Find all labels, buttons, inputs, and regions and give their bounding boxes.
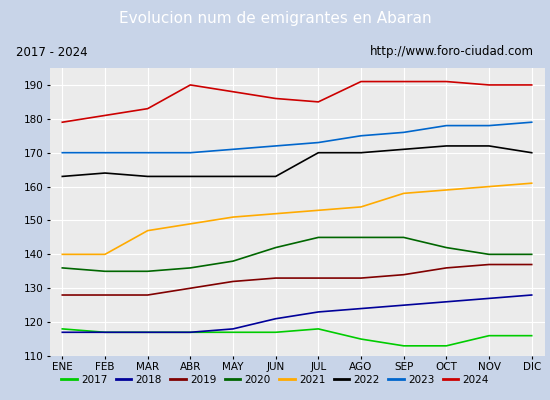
Text: 2017 - 2024: 2017 - 2024: [16, 46, 88, 58]
Text: http://www.foro-ciudad.com: http://www.foro-ciudad.com: [370, 46, 534, 58]
Text: Evolucion num de emigrantes en Abaran: Evolucion num de emigrantes en Abaran: [119, 10, 431, 26]
Legend: 2017, 2018, 2019, 2020, 2021, 2022, 2023, 2024: 2017, 2018, 2019, 2020, 2021, 2022, 2023…: [57, 371, 493, 389]
